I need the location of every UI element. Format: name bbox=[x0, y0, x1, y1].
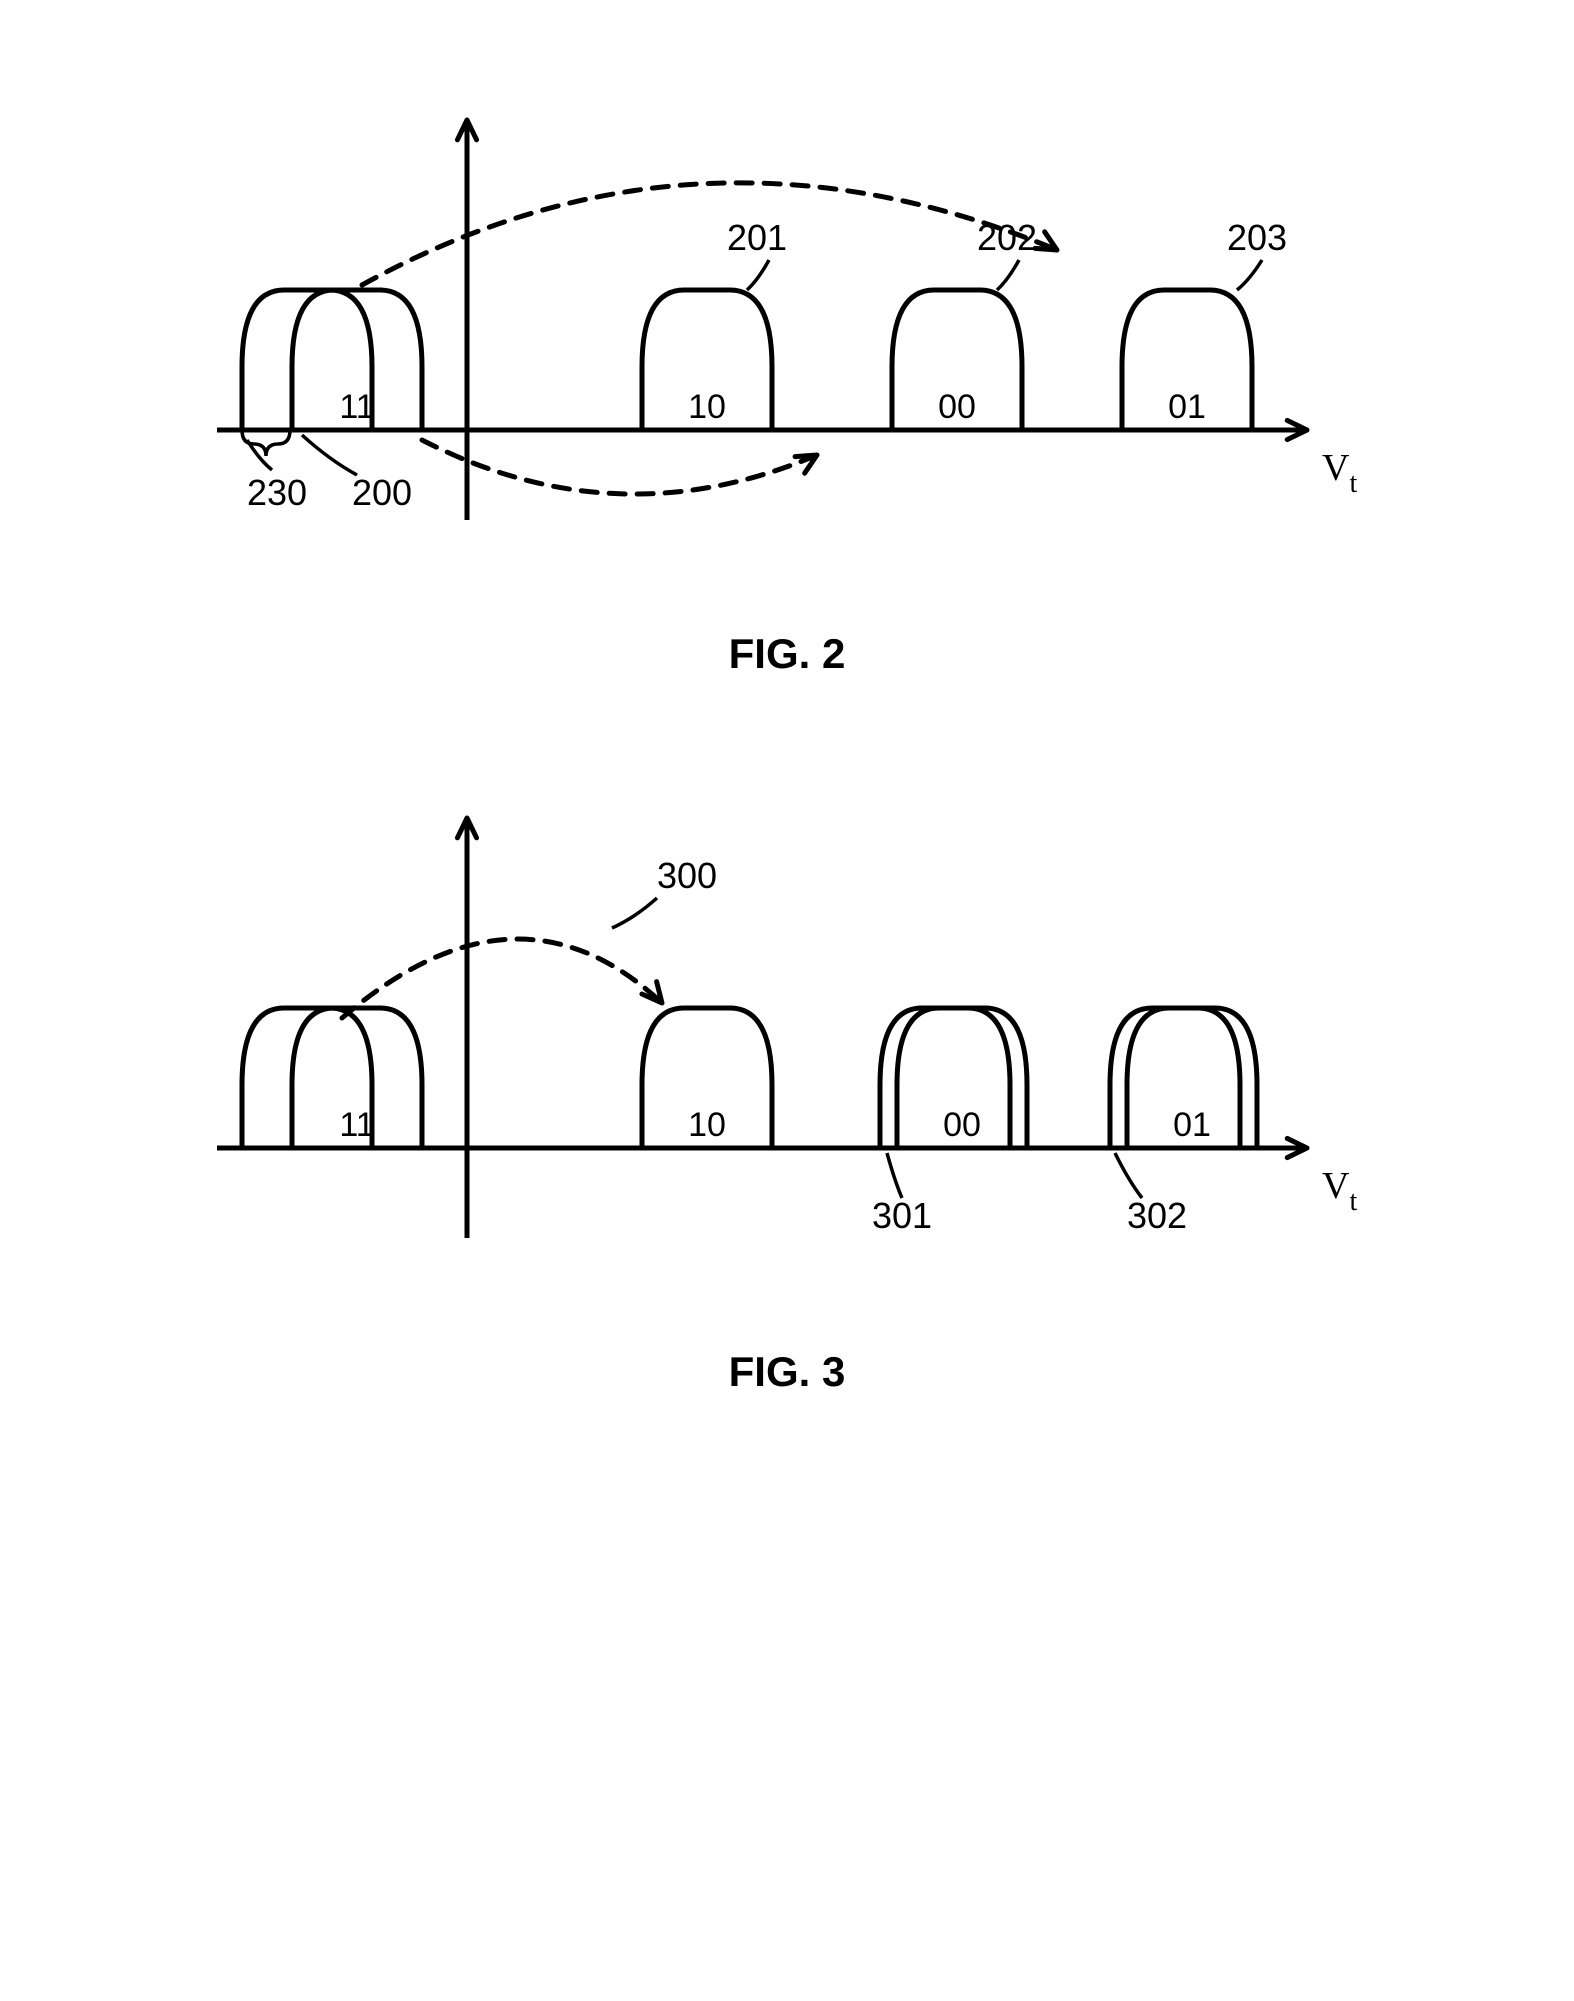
leader-line bbox=[302, 435, 357, 475]
leader-line bbox=[747, 260, 769, 290]
figure-3-title: FIG. 3 bbox=[729, 1348, 846, 1396]
leader-line bbox=[997, 260, 1019, 290]
state-label: 10 bbox=[688, 1106, 726, 1144]
reference-numeral: 200 bbox=[352, 472, 412, 513]
reference-numeral: 302 bbox=[1127, 1195, 1187, 1236]
leader-line bbox=[887, 1153, 902, 1198]
x-axis-label: Vt bbox=[1322, 1165, 1357, 1217]
x-axis-label: Vt bbox=[1322, 447, 1357, 499]
figure-2-container: Vt 11 10 00 01 201 202 203 230 200 bbox=[187, 60, 1387, 560]
figure-3-diagram: Vt 11 10 00 01 300 301 302 bbox=[187, 758, 1387, 1278]
state-label: 00 bbox=[943, 1106, 981, 1144]
reference-numeral: 300 bbox=[657, 855, 717, 896]
state-label: 11 bbox=[339, 1106, 374, 1144]
state-label: 01 bbox=[1173, 1106, 1211, 1144]
reference-numeral: 201 bbox=[727, 217, 787, 258]
figure-2-diagram: Vt 11 10 00 01 201 202 203 230 200 bbox=[187, 60, 1387, 560]
transition-arrow bbox=[342, 939, 662, 1018]
state-label: 10 bbox=[688, 388, 726, 426]
transition-arrow bbox=[422, 440, 817, 494]
leader-line bbox=[1237, 260, 1262, 290]
figure-3-container: Vt 11 10 00 01 300 301 302 bbox=[187, 758, 1387, 1278]
state-label: 01 bbox=[1168, 388, 1206, 426]
reference-numeral: 301 bbox=[872, 1195, 932, 1236]
brace bbox=[242, 430, 290, 456]
reference-numeral: 202 bbox=[977, 217, 1037, 258]
leader-line bbox=[1115, 1153, 1142, 1198]
reference-numeral: 230 bbox=[247, 472, 307, 513]
figure-2-title: FIG. 2 bbox=[729, 630, 846, 678]
reference-numeral: 203 bbox=[1227, 217, 1287, 258]
state-label: 11 bbox=[339, 388, 374, 426]
leader-line bbox=[612, 898, 657, 928]
state-label: 00 bbox=[938, 388, 976, 426]
